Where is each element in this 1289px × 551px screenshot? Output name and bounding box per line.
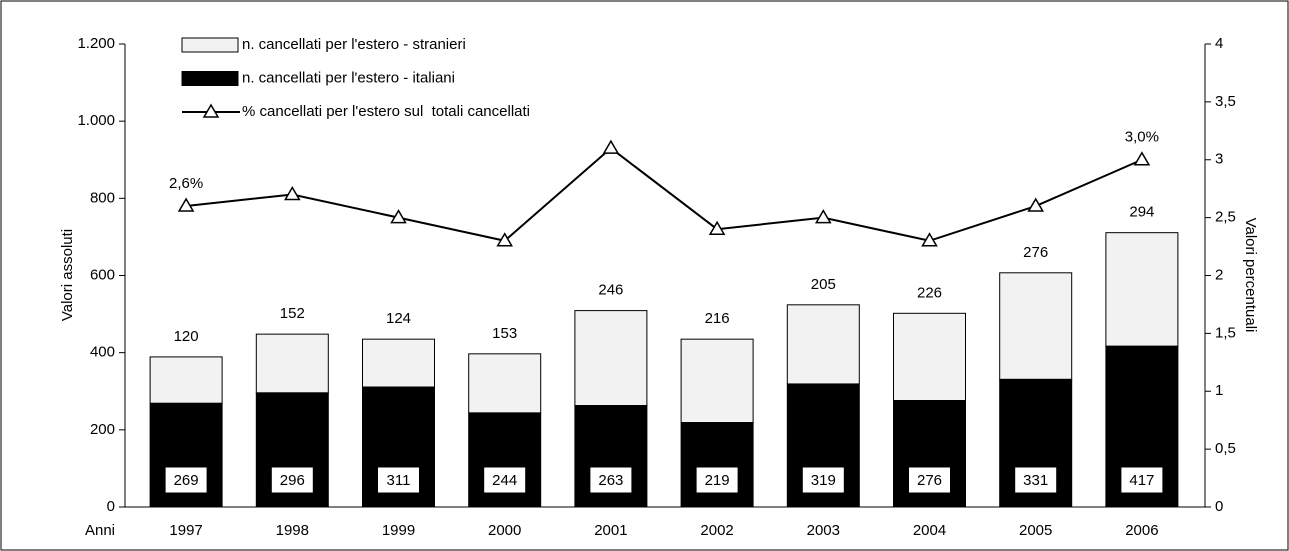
x-tick-label: 1998 (276, 522, 309, 539)
legend-swatch (181, 71, 239, 86)
legend-marker (202, 103, 220, 118)
marker (708, 220, 726, 235)
value-label-box (801, 466, 845, 494)
value-label-box (589, 466, 633, 494)
marker (283, 185, 301, 201)
x-tick-label: 2001 (594, 522, 627, 539)
x-tick-label: 2000 (488, 522, 521, 539)
x-axis-label: Anni (85, 522, 115, 539)
x-tick-label: 2004 (913, 522, 946, 539)
value-label: 276 (1023, 244, 1048, 261)
value-label-box (695, 466, 739, 494)
marker (496, 232, 514, 247)
y-tick-label: 600 (90, 266, 115, 283)
y-tick-label: 200 (90, 421, 115, 438)
y2-tick-label: 3 (1215, 151, 1223, 168)
value-label-box (164, 466, 208, 494)
value-label-box (1120, 466, 1164, 494)
line (185, 146, 1143, 242)
y2-tick-label: 1,5 (1215, 324, 1236, 341)
value-label-box (270, 466, 314, 494)
value-label: 205 (811, 276, 836, 293)
bar (574, 310, 648, 407)
bar (893, 312, 966, 402)
value-label: 269 (174, 472, 199, 489)
bar (1105, 232, 1179, 347)
value-label-box (483, 466, 527, 494)
y2-tick-label: 4 (1215, 35, 1223, 52)
value-label: 124 (386, 310, 411, 327)
marker (177, 197, 195, 212)
bar (468, 353, 542, 414)
y2-tick-label: 2 (1215, 266, 1223, 283)
value-label: 263 (598, 472, 623, 489)
y-tick-label: 1.200 (77, 35, 115, 52)
value-label: 120 (174, 328, 199, 345)
bar (786, 304, 860, 385)
value-label: 3,0% (1125, 129, 1159, 146)
y-tick-label: 0 (107, 498, 115, 515)
marker (1133, 151, 1151, 166)
legend-label: n. cancellati per l'estero - stranieri (242, 36, 466, 53)
legend-label: n. cancellati per l'estero - italiani (242, 69, 455, 86)
x-tick-label: 2002 (700, 522, 733, 539)
y-tick-label: 400 (90, 344, 115, 361)
value-label: 216 (705, 310, 730, 327)
y2-axis-label: Valori percentuali (1242, 218, 1259, 333)
legend-label: % cancellati per l'estero sul totali can… (242, 103, 530, 120)
value-label: 294 (1129, 204, 1154, 221)
marker (814, 209, 832, 224)
value-label: 417 (1129, 472, 1154, 489)
value-label: 219 (705, 472, 730, 489)
value-label: 153 (492, 325, 517, 342)
value-label: 246 (598, 282, 623, 299)
marker (602, 139, 620, 154)
value-label: 319 (811, 472, 836, 489)
y2-tick-label: 1 (1215, 382, 1223, 399)
x-tick-label: 1999 (382, 522, 415, 539)
bar (680, 338, 754, 424)
value-label: 2,6% (169, 175, 203, 192)
bar (255, 333, 329, 394)
bar (999, 272, 1073, 380)
value-label-box (377, 466, 420, 494)
value-label: 244 (492, 472, 517, 489)
bar (362, 338, 435, 388)
y-tick-label: 800 (90, 189, 115, 206)
y2-tick-label: 3,5 (1215, 93, 1236, 110)
value-label-box (1014, 466, 1058, 494)
value-label: 152 (280, 305, 305, 322)
x-tick-label: 2005 (1019, 522, 1052, 539)
value-label: 331 (1023, 472, 1048, 489)
marker (390, 209, 407, 224)
x-tick-label: 2006 (1125, 522, 1158, 539)
value-label: 226 (917, 284, 942, 301)
bar (680, 422, 754, 508)
value-label-box (908, 466, 951, 494)
y2-tick-label: 2,5 (1215, 209, 1236, 226)
value-label: 276 (917, 472, 942, 489)
legend-swatch (181, 37, 239, 53)
y2-tick-label: 0,5 (1215, 440, 1236, 457)
bar (149, 356, 223, 404)
y-axis-label: Valori assoluti (59, 229, 76, 321)
marker (921, 232, 938, 247)
y-tick-label: 1.000 (77, 112, 115, 129)
x-tick-label: 2003 (807, 522, 840, 539)
value-label: 296 (280, 472, 305, 489)
value-label: 311 (387, 472, 411, 489)
x-tick-label: 1997 (169, 522, 202, 539)
marker (1027, 197, 1045, 212)
y2-tick-label: 0 (1215, 498, 1223, 515)
